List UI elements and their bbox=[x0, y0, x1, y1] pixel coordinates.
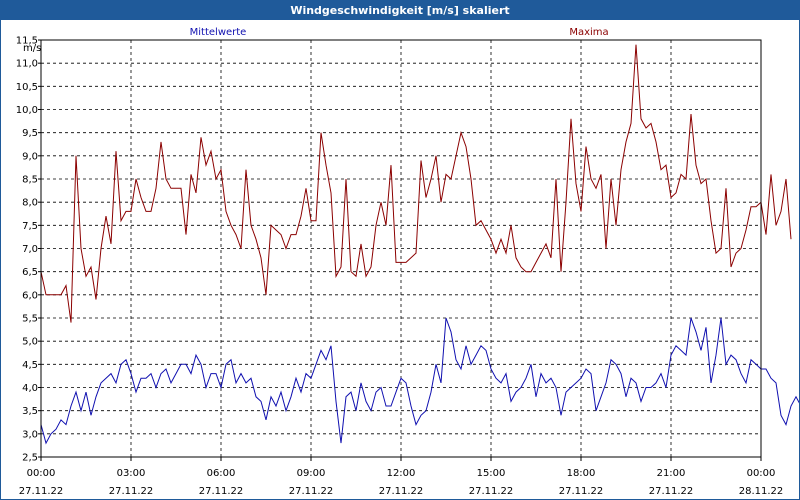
x-tick-time: 06:00 bbox=[207, 468, 236, 479]
legend-mittelwerte: Mittelwerte bbox=[190, 27, 247, 38]
window-title: Windgeschwindigkeit [m/s] skaliert bbox=[1, 1, 799, 20]
y-tick-label: 9,0 bbox=[22, 151, 38, 162]
x-tick-date: 27.11.22 bbox=[469, 486, 514, 497]
x-tick-time: 15:00 bbox=[477, 468, 506, 479]
x-tick-time: 03:00 bbox=[117, 468, 146, 479]
x-tick-date: 27.11.22 bbox=[559, 486, 604, 497]
y-tick-label: 7,5 bbox=[22, 221, 38, 232]
x-tick-time: 00:00 bbox=[27, 468, 56, 479]
x-tick-date: 27.11.22 bbox=[379, 486, 424, 497]
x-tick-time: 21:00 bbox=[657, 468, 686, 479]
series-lines bbox=[40, 44, 799, 445]
x-tick-time: 09:00 bbox=[297, 468, 326, 479]
y-tick-label: 5,0 bbox=[22, 337, 38, 348]
x-tick-time: 00:00 bbox=[747, 468, 776, 479]
wind-speed-chart: Mittelwerte Maxima m/s 2,5 3,0 3,5 4,0 4,5 5,… bbox=[16, 27, 799, 497]
y-tick-label: 8,5 bbox=[22, 175, 38, 186]
y-axis-ticks: 2,5 3,0 3,5 4,0 4,5 5,0 5,5 6,0 6,5 7,0 7,5 8,0 8,5 9… bbox=[16, 36, 41, 464]
x-tick-date: 27.11.22 bbox=[199, 486, 244, 497]
x-tick-time: 12:00 bbox=[387, 468, 416, 479]
grid-lines bbox=[41, 39, 761, 458]
x-tick-date: 27.11.22 bbox=[649, 486, 694, 497]
y-tick-label: 4,5 bbox=[22, 360, 38, 371]
y-tick-label: 3,0 bbox=[22, 429, 38, 440]
x-tick-date: 27.11.22 bbox=[19, 486, 64, 497]
y-tick-label: 10,0 bbox=[16, 105, 38, 116]
y-tick-label: 7,0 bbox=[22, 244, 38, 255]
legend-maxima: Maxima bbox=[569, 27, 608, 38]
y-tick-label: 10,5 bbox=[16, 82, 38, 93]
x-tick-time: 18:00 bbox=[567, 468, 596, 479]
y-tick-label: 6,0 bbox=[22, 290, 38, 301]
series-line-maxima bbox=[40, 44, 792, 323]
x-tick-date: 27.11.22 bbox=[109, 486, 154, 497]
x-tick-date: 27.11.22 bbox=[289, 486, 334, 497]
y-tick-label: 6,5 bbox=[22, 267, 38, 278]
x-axis-ticks: 00:00 27.11.22 03:00 27.11.22 06:00 27.11.22 0… bbox=[19, 457, 784, 497]
y-tick-label: 5,5 bbox=[22, 314, 38, 325]
series-line-mittelwerte bbox=[40, 317, 799, 445]
y-tick-label: 3,5 bbox=[22, 406, 38, 417]
y-tick-label: 8,0 bbox=[22, 198, 38, 209]
y-tick-label: 11,0 bbox=[16, 59, 38, 70]
y-tick-label: 9,5 bbox=[22, 128, 38, 139]
y-tick-label: 4,0 bbox=[22, 383, 38, 394]
y-axis-unit: m/s bbox=[23, 43, 41, 54]
plot-frame bbox=[40, 39, 762, 458]
y-tick-label: 11,5 bbox=[16, 36, 38, 47]
y-tick-label: 2,5 bbox=[22, 453, 38, 464]
x-tick-date: 28.11.22 bbox=[739, 486, 784, 497]
